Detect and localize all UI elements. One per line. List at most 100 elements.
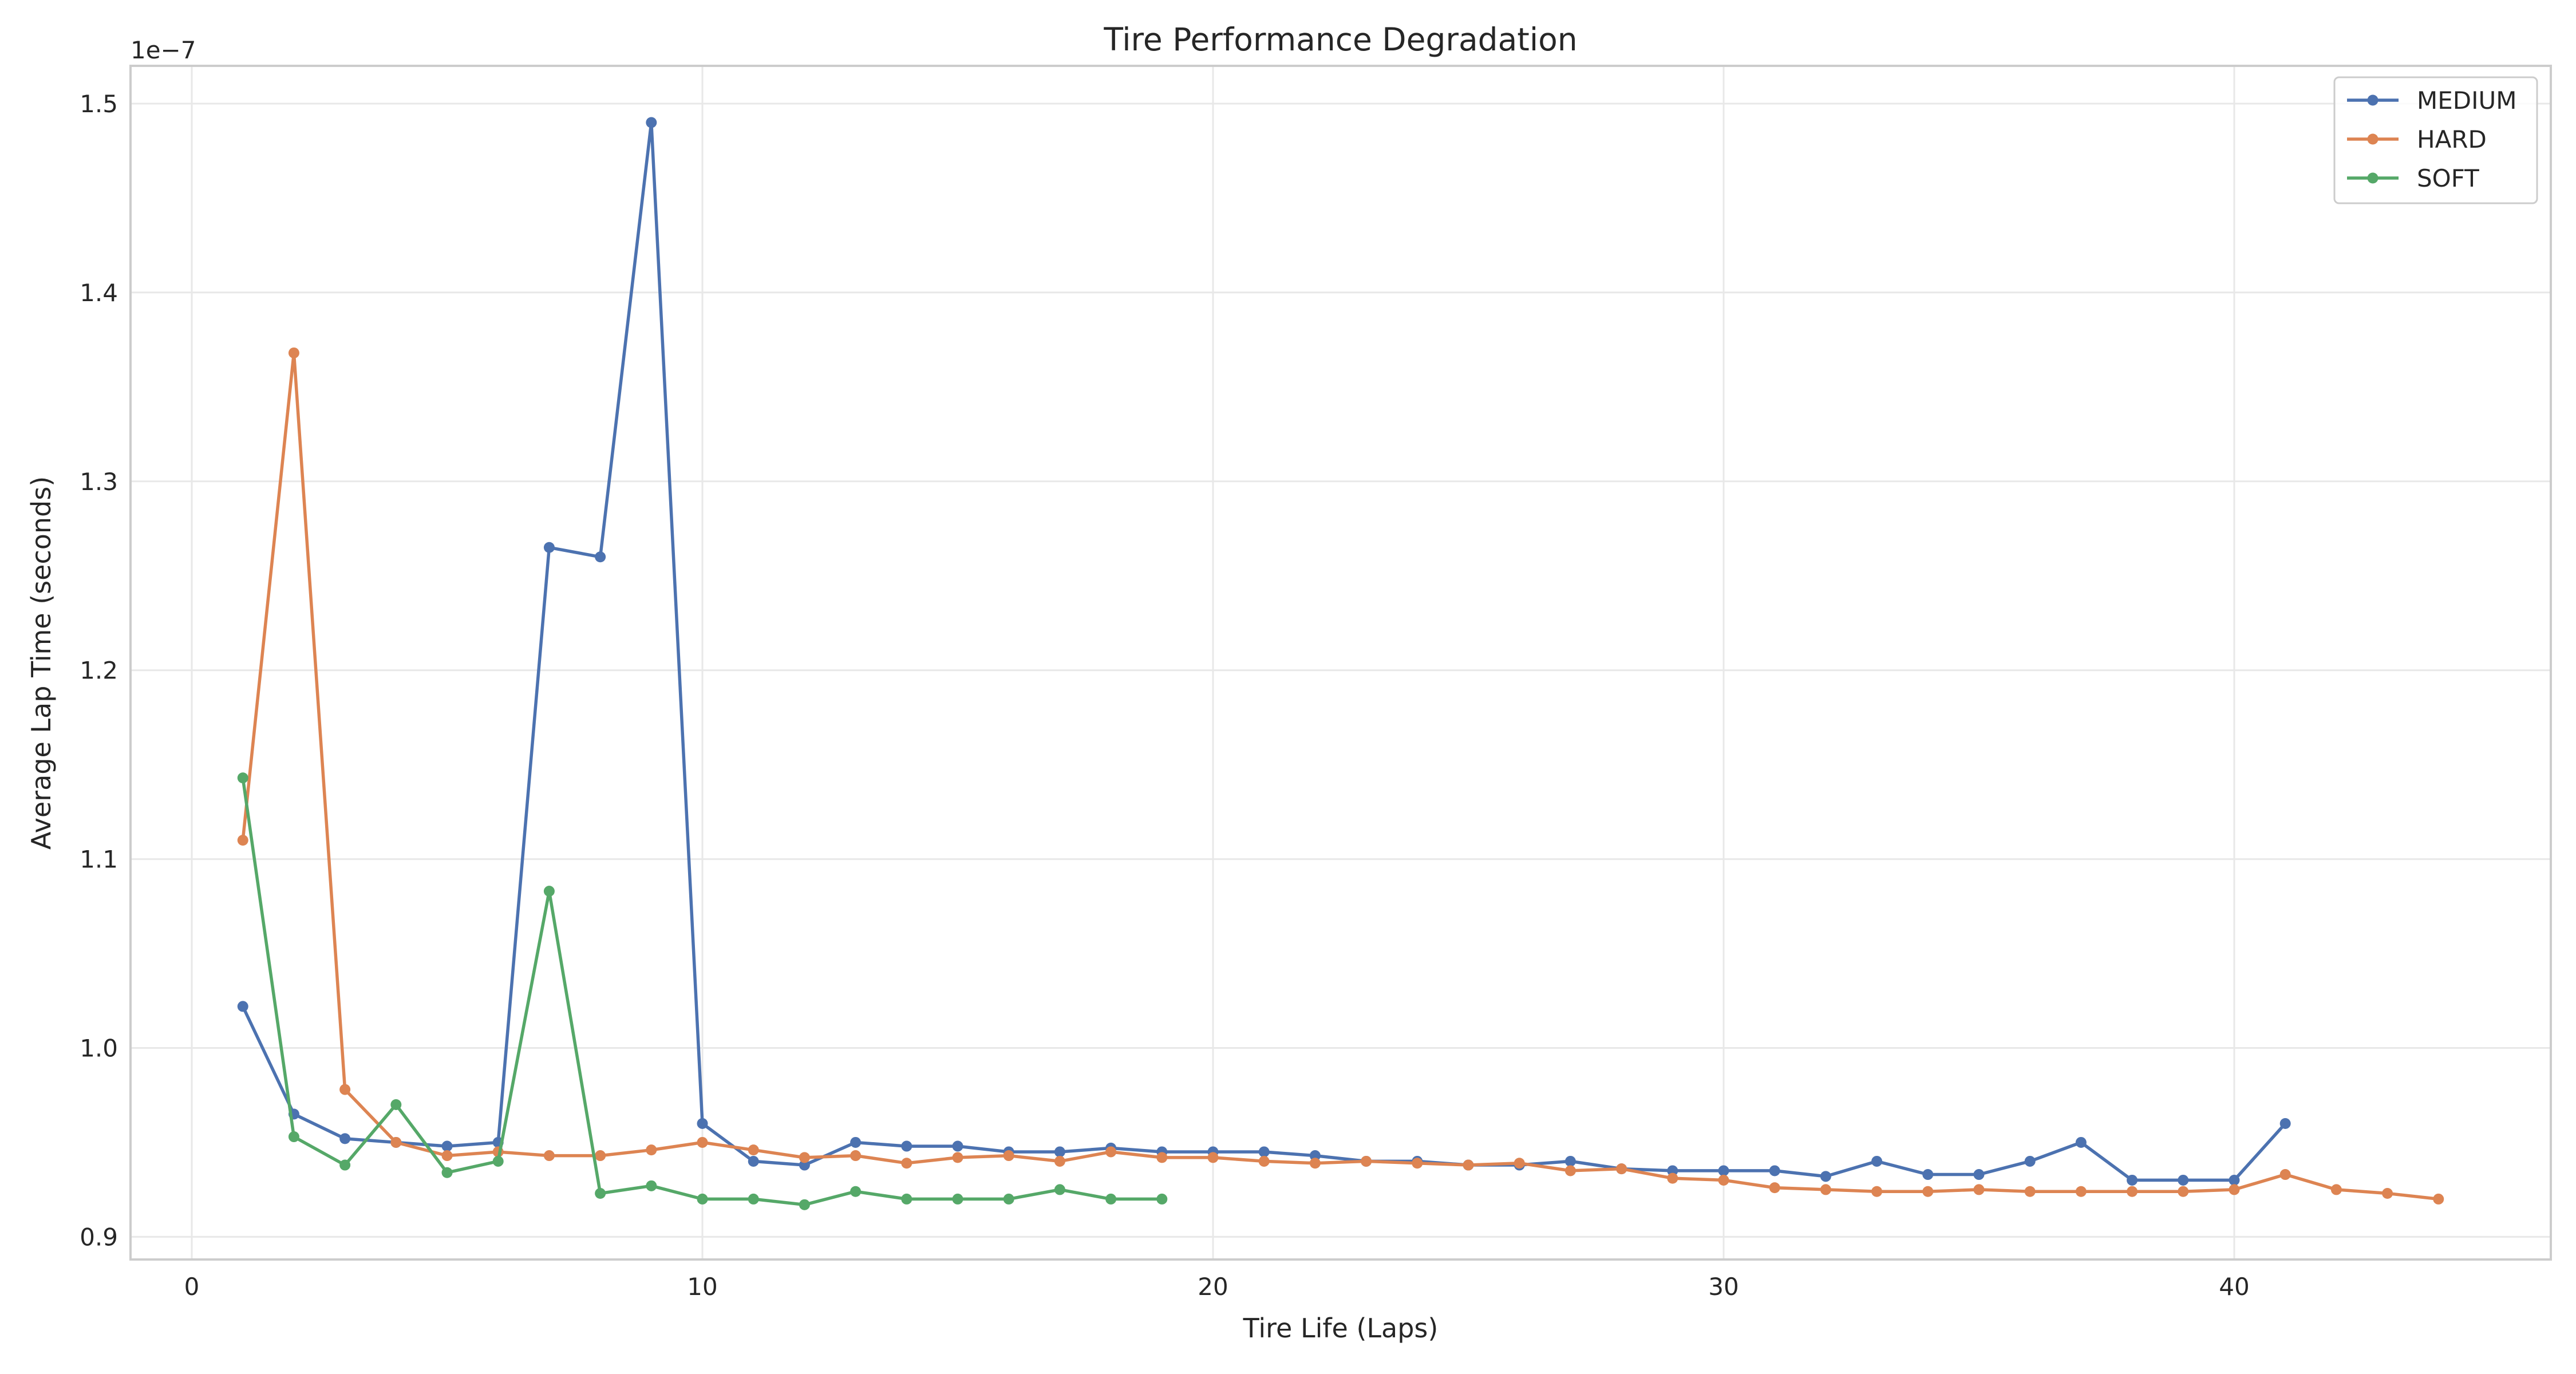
- data-point-medium: [1769, 1165, 1780, 1176]
- data-point-hard: [595, 1150, 606, 1162]
- data-point-soft: [799, 1199, 810, 1210]
- x-tick-label: 20: [1198, 1273, 1228, 1301]
- data-point-soft: [237, 772, 248, 784]
- data-point-hard: [1820, 1184, 1831, 1195]
- data-point-hard: [237, 835, 248, 846]
- legend-item-medium: MEDIUM: [2347, 86, 2516, 114]
- legend-item-hard: HARD: [2347, 125, 2487, 153]
- data-point-hard: [850, 1150, 862, 1162]
- x-tick-label: 40: [2219, 1273, 2249, 1301]
- data-point-soft: [441, 1167, 453, 1178]
- series-hard: [237, 347, 2444, 1205]
- data-point-soft: [492, 1155, 504, 1167]
- data-point-soft: [901, 1193, 912, 1205]
- data-point-medium: [1871, 1155, 1883, 1167]
- data-point-hard: [1871, 1186, 1883, 1197]
- data-point-soft: [952, 1193, 963, 1205]
- data-point-soft: [646, 1180, 657, 1191]
- data-point-hard: [1156, 1152, 1168, 1163]
- data-point-soft: [288, 1131, 299, 1143]
- legend: MEDIUM HARD SOFT: [2333, 76, 2538, 204]
- data-point-soft: [543, 886, 555, 897]
- data-point-hard: [901, 1158, 912, 1169]
- data-point-hard: [1463, 1159, 1474, 1171]
- y-tick-label: 0.9: [80, 1223, 118, 1251]
- series-layer: [237, 117, 2444, 1210]
- data-point-hard: [1564, 1165, 1576, 1176]
- tick-labels: 0 10 20 30 40 0.9 1.0 1.1 1.2 1.3 1.4 1.5: [80, 90, 2249, 1301]
- data-point-medium: [2024, 1155, 2036, 1167]
- data-point-hard: [441, 1150, 453, 1162]
- data-point-soft: [1156, 1193, 1168, 1205]
- data-point-hard: [1361, 1155, 1372, 1167]
- data-point-medium: [2279, 1118, 2291, 1129]
- x-tick-label: 30: [1708, 1273, 1739, 1301]
- data-point-medium: [441, 1140, 453, 1152]
- data-point-hard: [748, 1144, 759, 1156]
- grid: [131, 66, 2551, 1260]
- data-point-medium: [2127, 1174, 2138, 1186]
- y-tick-label: 1.3: [80, 468, 118, 496]
- legend-swatch-marker: [2367, 94, 2379, 106]
- data-point-hard: [1718, 1174, 1729, 1186]
- legend-label: SOFT: [2417, 164, 2479, 192]
- legend-label: MEDIUM: [2417, 86, 2516, 114]
- data-point-medium: [1973, 1169, 1985, 1180]
- data-point-medium: [2178, 1174, 2189, 1186]
- x-tick-label: 0: [184, 1273, 200, 1301]
- data-point-hard: [2279, 1169, 2291, 1180]
- data-point-soft: [697, 1193, 708, 1205]
- data-point-hard: [2330, 1184, 2342, 1195]
- legend-swatch-marker: [2367, 133, 2379, 145]
- data-point-medium: [237, 1001, 248, 1012]
- data-point-hard: [2382, 1188, 2393, 1199]
- data-point-hard: [1667, 1172, 1678, 1184]
- data-point-medium: [1922, 1169, 1934, 1180]
- data-point-soft: [595, 1188, 606, 1199]
- data-point-soft: [1003, 1193, 1014, 1205]
- data-point-medium: [697, 1118, 708, 1129]
- data-point-medium: [1054, 1146, 1065, 1158]
- data-point-medium: [952, 1140, 963, 1152]
- data-point-hard: [1258, 1155, 1270, 1167]
- data-point-hard: [1412, 1158, 1423, 1169]
- y-tick-label: 1.2: [80, 657, 118, 685]
- data-point-hard: [288, 347, 299, 358]
- data-point-hard: [1105, 1146, 1117, 1158]
- data-point-medium: [1564, 1155, 1576, 1167]
- y-tick-label: 1.4: [80, 279, 118, 307]
- data-point-hard: [1309, 1158, 1321, 1169]
- data-point-medium: [543, 542, 555, 553]
- data-point-hard: [1207, 1152, 1219, 1163]
- legend-item-soft: SOFT: [2347, 164, 2479, 192]
- data-point-hard: [1054, 1155, 1065, 1167]
- data-point-hard: [2075, 1186, 2087, 1197]
- y-offset-label: 1e−7: [131, 36, 196, 64]
- x-tick-label: 10: [687, 1273, 717, 1301]
- data-point-hard: [390, 1136, 402, 1148]
- x-axis-label: Tire Life (Laps): [1243, 1313, 1439, 1344]
- data-point-hard: [339, 1084, 351, 1095]
- data-point-hard: [1922, 1186, 1934, 1197]
- plot-frame: [129, 65, 2552, 1261]
- y-axis-label: Average Lap Time (seconds): [26, 476, 57, 850]
- data-point-medium: [1718, 1165, 1729, 1176]
- data-point-hard: [2127, 1186, 2138, 1197]
- data-point-soft: [1105, 1193, 1117, 1205]
- data-point-soft: [339, 1159, 351, 1171]
- data-point-medium: [2229, 1174, 2240, 1186]
- data-point-medium: [799, 1159, 810, 1171]
- legend-box: [2333, 76, 2538, 204]
- data-point-hard: [1514, 1158, 1525, 1169]
- data-point-medium: [1258, 1146, 1270, 1158]
- series-soft: [237, 772, 1168, 1210]
- data-point-soft: [850, 1186, 862, 1197]
- data-point-hard: [2024, 1186, 2036, 1197]
- legend-swatch-marker: [2367, 172, 2379, 184]
- y-tick-label: 1.0: [80, 1035, 118, 1063]
- data-point-hard: [1003, 1150, 1014, 1162]
- data-point-hard: [646, 1144, 657, 1156]
- data-point-medium: [595, 551, 606, 563]
- data-point-medium: [850, 1136, 862, 1148]
